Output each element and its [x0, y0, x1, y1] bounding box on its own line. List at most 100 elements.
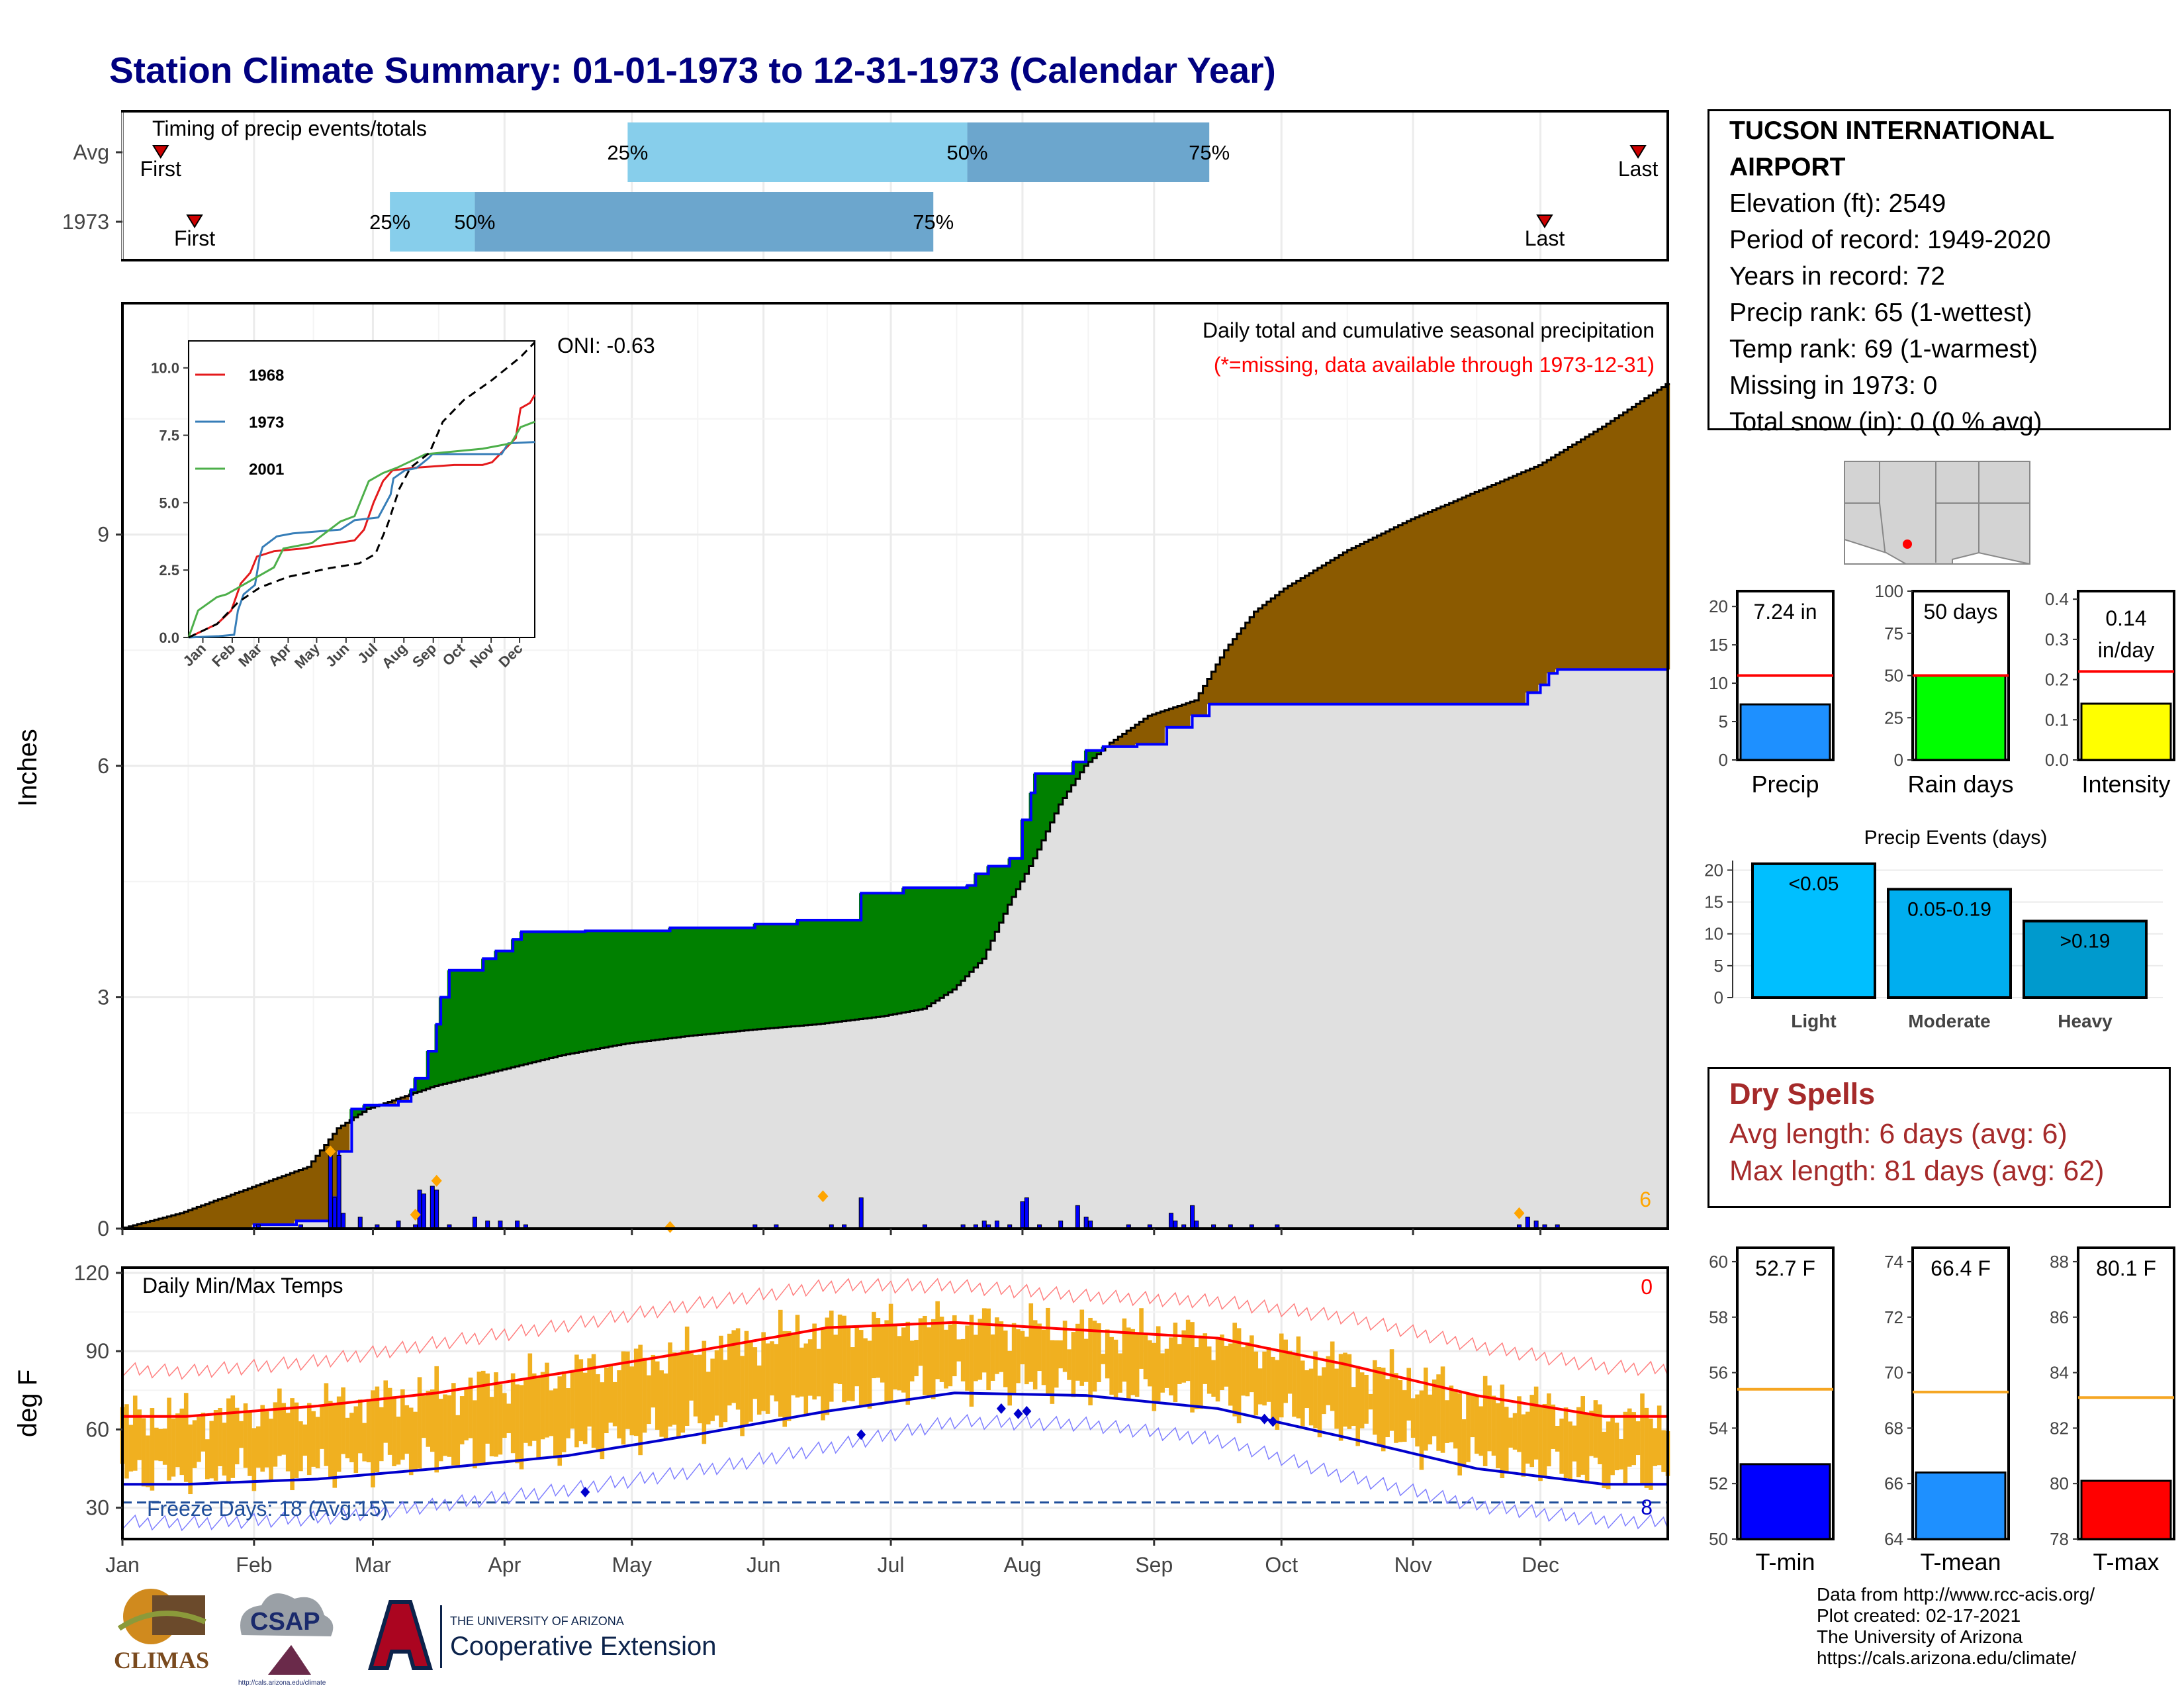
temp-daily-bar: [858, 1330, 864, 1407]
temp-daily-bar: [1194, 1347, 1199, 1409]
temp-daily-bar: [422, 1395, 426, 1438]
temp-daily-bar: [1364, 1374, 1369, 1424]
temp-daily-bar: [1653, 1428, 1658, 1466]
month-label: Jun: [747, 1553, 781, 1577]
temp-daily-bar: [1266, 1347, 1271, 1402]
mini-panel-tick-label: 0.4: [2045, 589, 2069, 609]
temp-daily-bar: [923, 1315, 927, 1395]
footer-line-url: https://cals.arizona.edu/climate/: [1817, 1648, 2077, 1668]
mini-panel-bar: [1915, 1471, 2007, 1540]
temp-daily-bar: [1020, 1331, 1025, 1364]
temp-daily-bar: [1287, 1350, 1293, 1394]
temp-daily-bar: [1598, 1404, 1602, 1464]
mini-panel-tick-label: 74: [1884, 1252, 1903, 1272]
climas-logo-swoosh: [117, 1611, 206, 1631]
temp-daily-bar: [1062, 1321, 1068, 1372]
temp-daily-bar: [749, 1341, 753, 1422]
dry-spells-title: Dry Spells: [1729, 1077, 1876, 1111]
mini-panel-tick-label: 66: [1884, 1474, 1903, 1493]
inset-series-line: [188, 394, 536, 639]
temp-daily-bar: [1050, 1340, 1055, 1404]
timing-q75-label: 75%: [913, 211, 954, 234]
temp-daily-bar: [1313, 1351, 1318, 1429]
temp-record-high-line: [122, 1278, 1668, 1380]
temp-daily-bar: [744, 1331, 749, 1427]
precip-chart-subtitle: (*=missing, data available through 1973-…: [1214, 353, 1655, 377]
temp-daily-bar: [561, 1371, 567, 1452]
temp-daily-bar: [872, 1311, 876, 1379]
precip-daily-bar: [336, 1154, 341, 1229]
mini-panel-tick-label: 0.3: [2045, 630, 2069, 649]
station-name: TUCSON INTERNATIONAL AIRPORT: [1729, 117, 2054, 181]
temp-daily-bar: [689, 1353, 694, 1401]
temp-daily-bar: [1661, 1430, 1666, 1472]
timing-panel: Avg 25% 50% 75% First Last 1973 25% 50% 75% First L…: [62, 110, 1669, 261]
temp-daily-bar: [167, 1397, 171, 1481]
temp-panel: 30 60 90 120 Jan Feb Mar Apr May Jun Jul Aug Sep Oct N…: [13, 1261, 1670, 1577]
mini-panel-value-unit: in/day: [2098, 638, 2154, 662]
temp-daily-bar: [778, 1309, 783, 1417]
temp-daily-bar: [1134, 1335, 1140, 1397]
temp-daily-bar: [807, 1339, 813, 1396]
temp-daily-bar: [756, 1365, 762, 1415]
mini-panel-tick-label: 80: [2050, 1474, 2069, 1493]
temp-ytick-label: 30: [85, 1496, 109, 1520]
temp-daily-bar: [948, 1324, 953, 1387]
station-period: Period of record: 1949-2020: [1729, 226, 2051, 254]
temp-daily-bar: [162, 1429, 167, 1465]
temp-daily-bar: [175, 1413, 180, 1468]
temp-daily-bar: [719, 1335, 723, 1428]
temp-daily-bar: [1428, 1394, 1433, 1445]
temp-daily-bar: [981, 1308, 987, 1373]
temp-daily-bar: [863, 1338, 868, 1405]
temp-daily-bar: [1245, 1342, 1250, 1397]
station-location-marker: [1903, 539, 1912, 549]
temp-daily-bar: [226, 1398, 231, 1484]
temp-daily-bar: [417, 1377, 422, 1469]
temp-daily-bar: [884, 1320, 889, 1403]
mini-panel-tick-label: 82: [2050, 1418, 2069, 1438]
temp-daily-bar: [651, 1354, 656, 1408]
temp-daily-bar: [1199, 1335, 1203, 1409]
temp-daily-bar: [680, 1350, 686, 1433]
temp-daily-bar: [264, 1411, 269, 1468]
oni-annotation: ONI: -0.63: [557, 334, 655, 357]
csap-url: http://cals.arizona.edu/climate: [238, 1679, 326, 1687]
temp-daily-bar: [1619, 1438, 1623, 1470]
temp-daily-bar: [1538, 1407, 1543, 1481]
station-precip-rank: Precip rank: 65 (1-wettest): [1729, 299, 2032, 327]
precip-bar-panels: 0 5 10 15 20 7.24 in Precip 0 25 50 75 100 50 days Ra…: [1709, 581, 2175, 798]
temp-daily-bar: [1122, 1318, 1127, 1382]
temp-daily-bar: [1381, 1368, 1386, 1452]
temp-daily-bar: [825, 1317, 830, 1415]
temp-daily-bar: [735, 1328, 741, 1410]
temp-daily-bar: [1496, 1403, 1500, 1469]
mini-panel-tick-label: 0.0: [2045, 750, 2069, 770]
temp-daily-bar: [600, 1382, 605, 1460]
temp-daily-bar: [812, 1323, 817, 1400]
temp-daily-bar: [1432, 1379, 1437, 1436]
temp-daily-bar: [171, 1418, 176, 1477]
precip-record-marker: [325, 1145, 336, 1158]
temp-daily-bar: [1130, 1329, 1136, 1395]
temp-daily-bar: [901, 1327, 906, 1393]
mini-panel-label: Precip: [1751, 771, 1819, 798]
mini-panel-tick-label: 5: [1719, 712, 1728, 731]
temp-daily-bar: [1007, 1350, 1013, 1406]
temp-daily-bar: [1041, 1329, 1046, 1385]
temp-daily-bar: [1398, 1380, 1403, 1442]
events-category-label: Moderate: [1908, 1011, 1990, 1031]
coop-text: Cooperative Extension: [450, 1632, 716, 1661]
inset-frame: [188, 340, 535, 638]
temp-daily-bar: [213, 1410, 218, 1481]
temp-daily-bar: [914, 1340, 919, 1376]
temp-daily-bar: [1253, 1351, 1259, 1416]
temp-daily-bar: [570, 1372, 575, 1429]
temp-daily-bar: [1232, 1323, 1237, 1417]
temp-daily-bar: [1236, 1328, 1242, 1424]
temp-daily-bar: [1105, 1329, 1110, 1379]
precip-daily-bar: [1190, 1205, 1195, 1229]
events-tick-label: 20: [1704, 860, 1723, 880]
temp-daily-bar: [489, 1397, 494, 1457]
temp-daily-bar: [519, 1385, 524, 1470]
